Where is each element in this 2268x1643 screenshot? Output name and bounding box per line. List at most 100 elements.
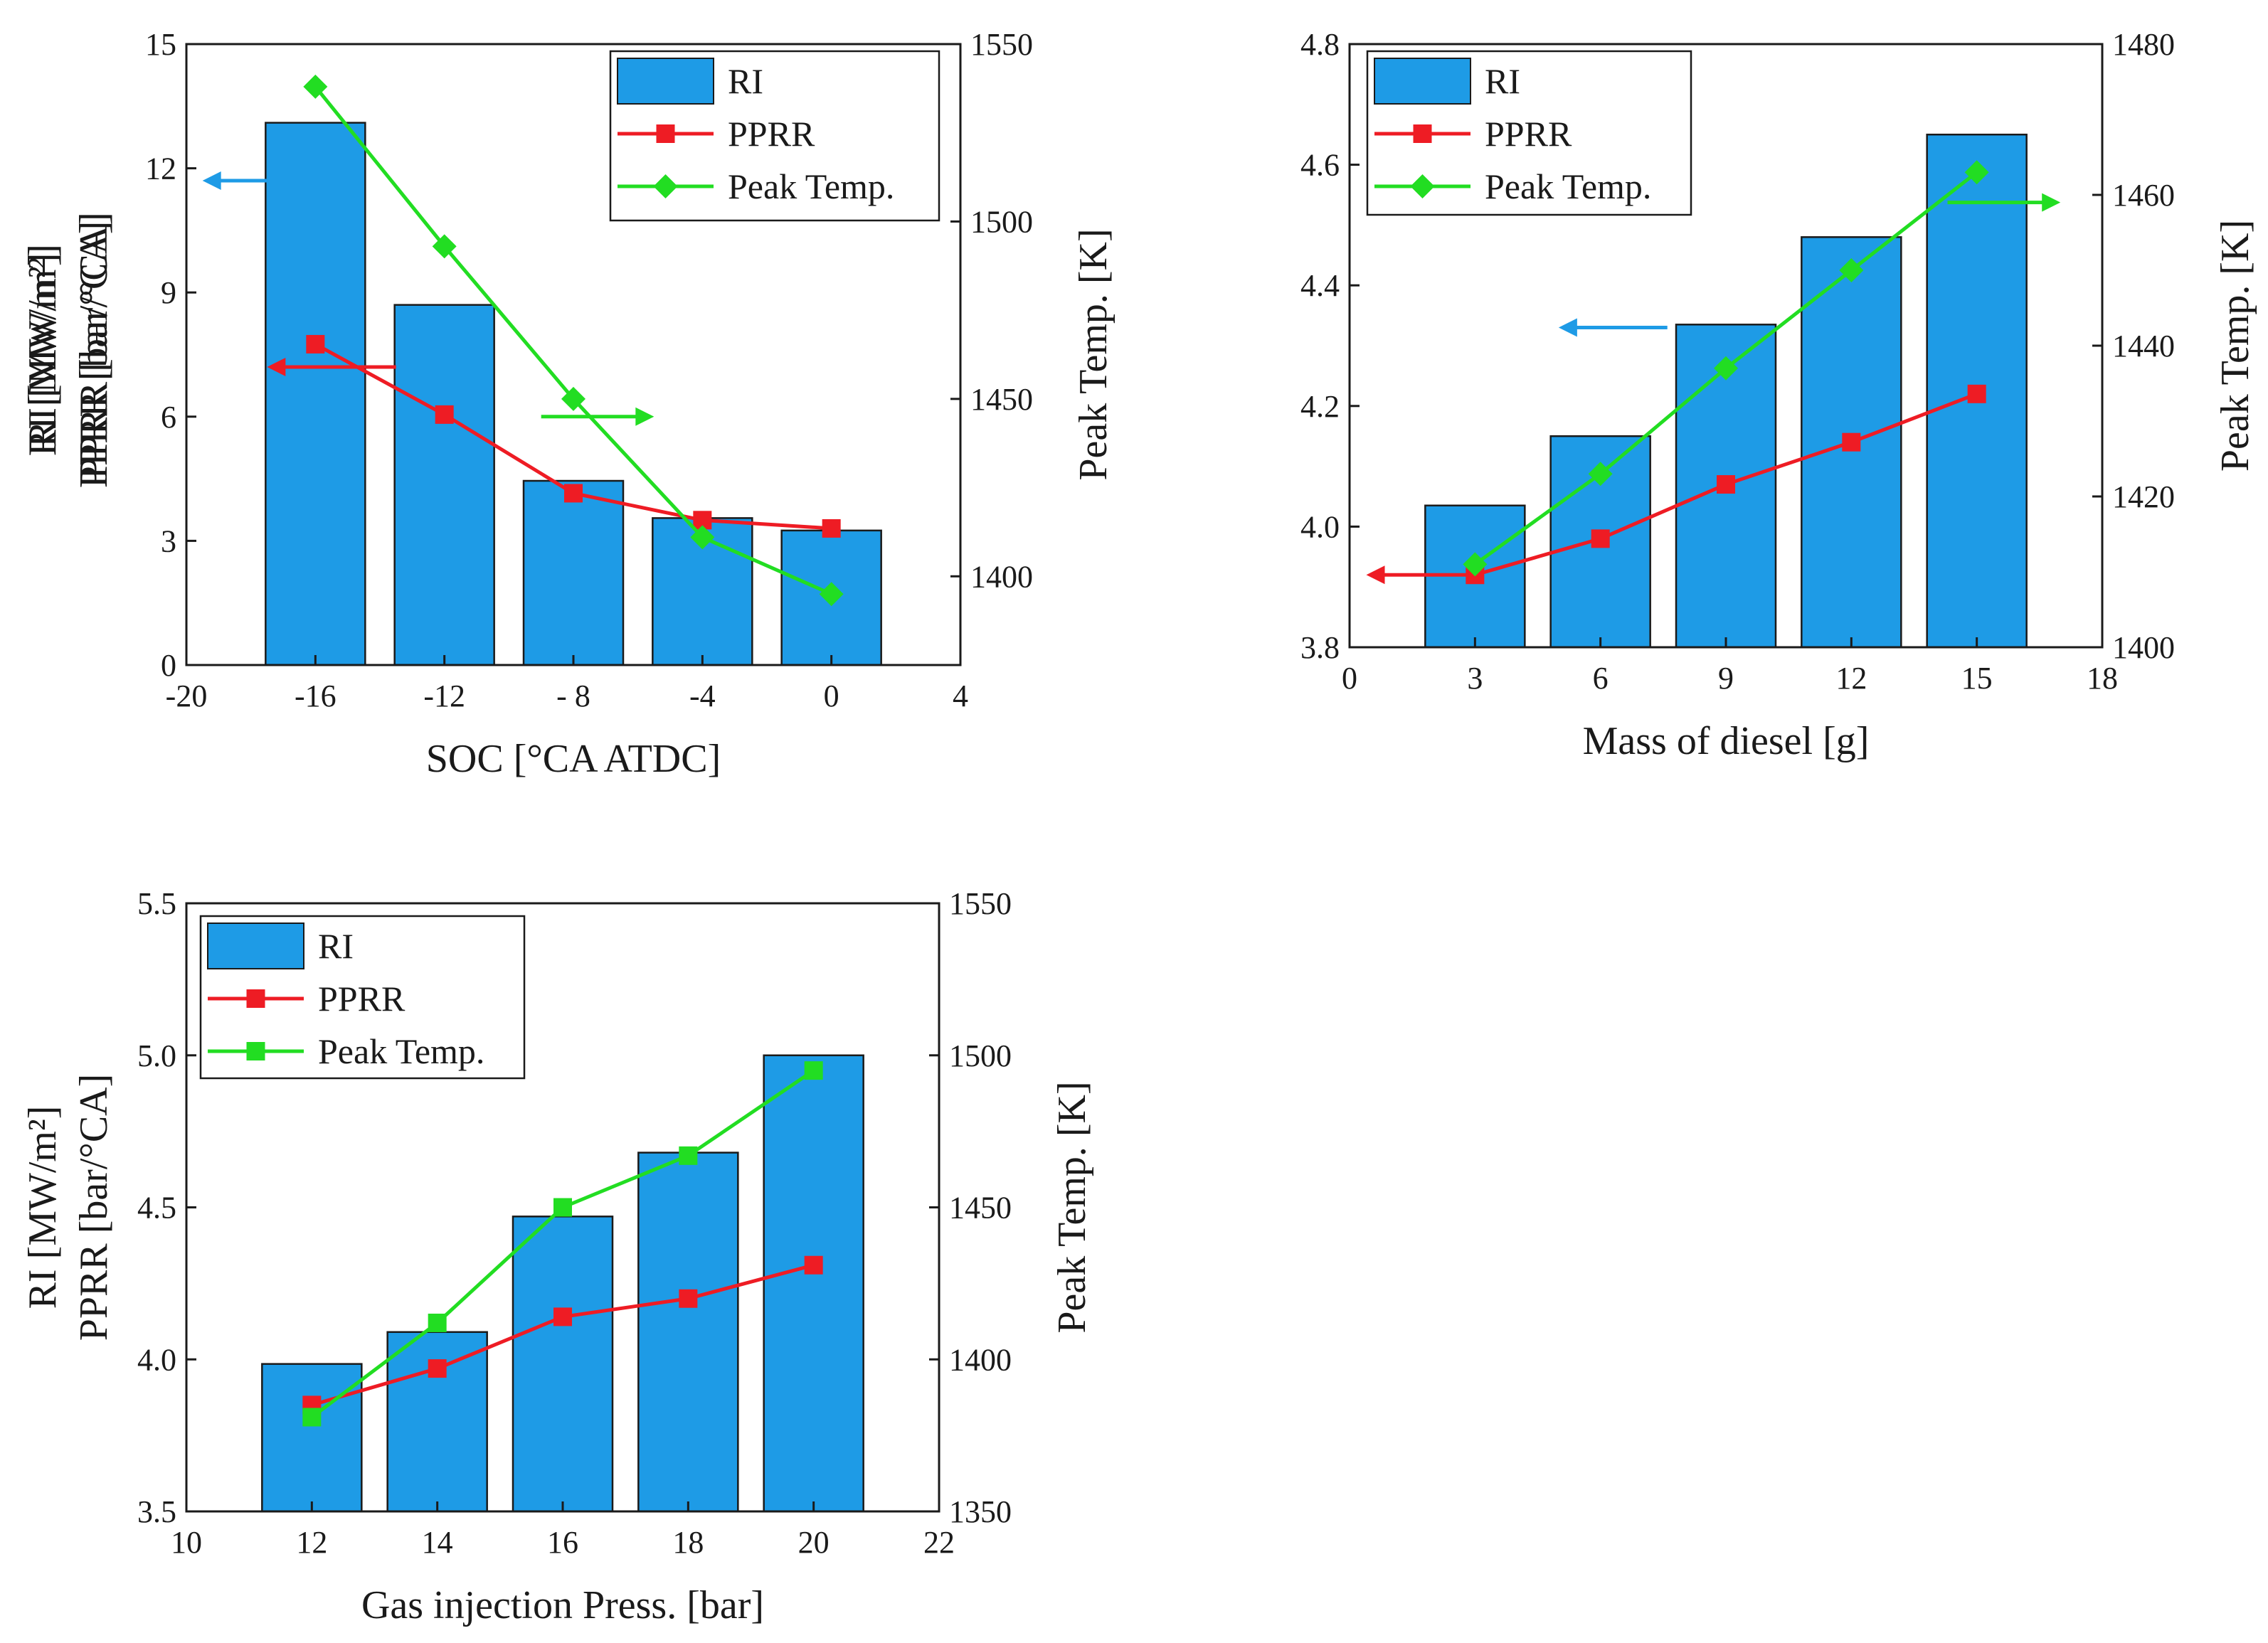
y2-tick-label: 1400 xyxy=(970,559,1033,594)
y2-tick-label: 1460 xyxy=(2112,178,2175,213)
legend-label: Peak Temp. xyxy=(728,166,894,206)
x-tick-label: - 8 xyxy=(556,679,590,713)
x-tick-label: 6 xyxy=(1593,661,1609,696)
axis-indicator-arrow xyxy=(1947,193,2061,212)
y-axis-label-ri: RI [MW/m²] xyxy=(21,253,65,457)
ri-bar xyxy=(522,479,625,666)
pprr-point xyxy=(428,1359,447,1378)
y-tick-label: 4.8 xyxy=(1300,27,1340,62)
y-axis-label-ri: RI [MW/m²] xyxy=(21,1106,65,1309)
x-axis-label: SOC [°CA ATDC] xyxy=(426,737,721,781)
x-tick-label: 22 xyxy=(923,1525,955,1560)
y2-axis-label: Peak Temp. [K] xyxy=(2213,220,2257,472)
legend-marker-pprr xyxy=(656,124,675,143)
axis-indicator-arrow-head xyxy=(1366,565,1385,585)
pprr-point xyxy=(1717,475,1735,494)
ri-bar xyxy=(386,1331,488,1513)
legend: RI PPRR Peak Temp. xyxy=(199,915,526,1080)
legend-label: PPRR xyxy=(728,114,815,154)
peak-temp-point xyxy=(553,1198,572,1217)
x-tick-label: -4 xyxy=(689,679,716,713)
legend: RI PPRR Peak Temp. xyxy=(609,50,940,222)
y-tick-label: 4.2 xyxy=(1300,389,1340,424)
pprr-point xyxy=(435,405,454,424)
y-tick-label: 4.0 xyxy=(1300,509,1340,544)
pprr-point xyxy=(564,484,583,503)
y-tick-label: 4.5 xyxy=(137,1191,176,1225)
y2-tick-label: 1550 xyxy=(970,27,1033,62)
ri-bar xyxy=(512,1216,614,1513)
legend-marker-peak-temp xyxy=(1410,174,1435,198)
legend-label: PPRR xyxy=(318,979,406,1019)
y-tick-label: 5.5 xyxy=(137,886,176,921)
ri-bar xyxy=(393,304,495,666)
peak-temp-point xyxy=(1463,552,1488,577)
peak-temp-point xyxy=(819,582,844,607)
legend-label: RI xyxy=(728,61,763,101)
x-tick-label: -16 xyxy=(295,679,337,713)
y-tick-label: 4.4 xyxy=(1300,268,1340,303)
y2-tick-label: 1350 xyxy=(949,1494,1012,1529)
x-tick-label: 0 xyxy=(1342,661,1357,696)
legend-swatch-ri xyxy=(617,58,714,105)
legend-label: Peak Temp. xyxy=(318,1031,484,1071)
x-tick-label: 0 xyxy=(824,679,839,713)
axis-indicator-arrow-head xyxy=(267,357,286,376)
x-tick-label: -12 xyxy=(423,679,465,713)
legend-swatch-ri xyxy=(1374,58,1471,105)
y-tick-label: 5.0 xyxy=(137,1038,176,1073)
peak-temp-point xyxy=(303,74,328,99)
y-tick-label: 6 xyxy=(161,400,176,435)
y-axis-label-pprr: PPRR [bar/°CA] xyxy=(72,212,116,479)
pprr-point xyxy=(1591,529,1610,548)
pprr-point xyxy=(306,334,325,353)
ri-bar xyxy=(637,1152,739,1513)
y-axis-label-pprr: PPRR [bar/°CA] xyxy=(72,1074,116,1341)
x-tick-label: 16 xyxy=(547,1525,578,1560)
peak-temp-point xyxy=(1588,462,1613,486)
y2-tick-label: 1450 xyxy=(970,382,1033,417)
x-tick-label: 18 xyxy=(2087,661,2118,696)
peak-temp-point xyxy=(302,1408,322,1427)
y-tick-label: 12 xyxy=(145,151,176,186)
x-tick-label: 3 xyxy=(1467,661,1483,696)
axis-indicator-arrow-head xyxy=(2042,193,2061,212)
legend: RI PPRR Peak Temp. xyxy=(1366,50,1692,216)
y2-axis-label: Peak Temp. [K] xyxy=(1071,228,1116,480)
axis-indicator-arrow-head xyxy=(202,171,221,191)
x-tick-label: 12 xyxy=(1835,661,1867,696)
x-tick-label: 12 xyxy=(296,1525,327,1560)
x-tick-label: 14 xyxy=(422,1525,453,1560)
axis-indicator-arrow-head xyxy=(635,407,655,426)
x-axis-label: Gas injection Press. [bar] xyxy=(361,1583,764,1627)
legend-marker-peak-temp xyxy=(246,1042,265,1060)
chart-diesel: 0 3 6 9 12 15 18 3.8 4.0 4.2 4.4 4.6 4.8 1400 1420 1440… xyxy=(21,27,2257,763)
y2-tick-label: 1400 xyxy=(2112,630,2175,665)
y2-tick-label: 1500 xyxy=(949,1038,1012,1073)
x-tick-label: 20 xyxy=(798,1525,830,1560)
pprr-point xyxy=(1967,384,1986,403)
y-tick-label: 3.5 xyxy=(137,1494,176,1529)
axis-indicator-arrow xyxy=(267,357,396,376)
pprr-point xyxy=(1842,432,1861,452)
x-tick-label: 9 xyxy=(1718,661,1734,696)
axis-indicator-arrow xyxy=(1366,565,1467,585)
legend-swatch-ri xyxy=(207,922,304,969)
x-tick-label: 10 xyxy=(171,1525,202,1560)
x-tick-label: 15 xyxy=(1961,661,1993,696)
x-tick-label: -20 xyxy=(166,679,208,713)
y2-axis-label: Peak Temp. [K] xyxy=(1050,1081,1094,1333)
y-tick-label: 3 xyxy=(161,523,176,558)
axis-indicator-arrow-head xyxy=(1558,318,1577,337)
legend-marker-pprr xyxy=(1413,124,1432,143)
chart-gas: 10 12 14 16 18 20 22 3.5 4.0 4.5 5.0 5.5 1350 1400 145… xyxy=(21,886,1094,1627)
x-tick-label: 18 xyxy=(672,1525,704,1560)
y-tick-label: 0 xyxy=(161,648,176,683)
axis-indicator-arrow xyxy=(541,407,655,426)
peak-temp-point xyxy=(1839,258,1864,282)
peak-temp-point xyxy=(1714,356,1738,381)
pprr-point xyxy=(822,519,841,538)
legend-label: RI xyxy=(1485,61,1520,101)
peak-temp-point xyxy=(428,1313,447,1332)
